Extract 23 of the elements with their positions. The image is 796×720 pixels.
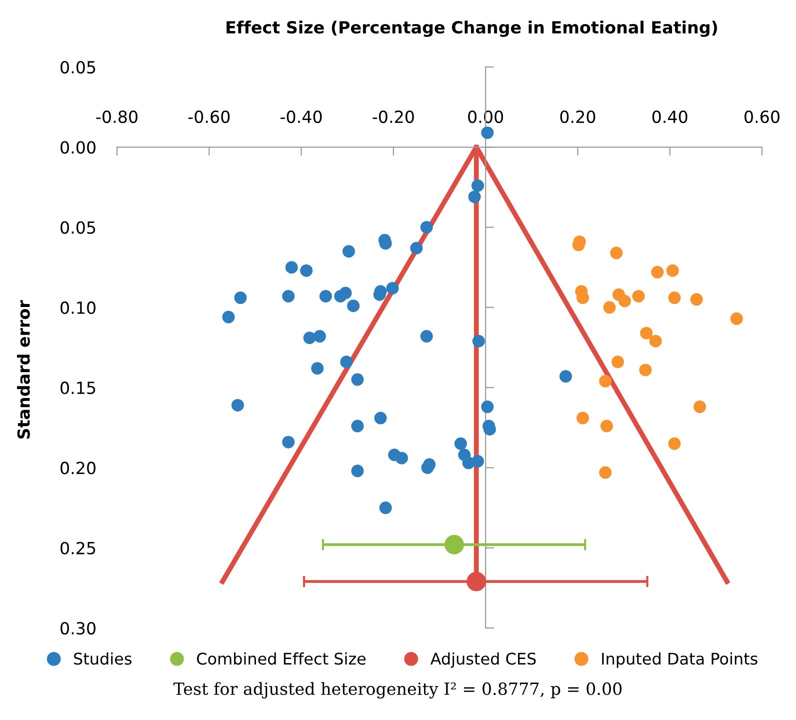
text: Test for adjusted heterogeneity I² = 0.8777, p = 0.00 [173, 682, 622, 699]
y-tick-label: 0.05 [60, 221, 96, 234]
x-tick-label: 0.00 [468, 110, 504, 124]
y-tick-label: 0.05 [60, 60, 96, 74]
x-tick-label: 0.60 [744, 110, 780, 124]
x-tick-label: -0.80 [96, 110, 138, 124]
legend-label: Adjusted CES [430, 652, 536, 668]
y-tick-label: 0.20 [60, 462, 96, 474]
y-tick-label: 0.00 [60, 141, 96, 154]
legend-label: Combined Effect Size [197, 652, 366, 665]
y-tick-label: 0.30 [60, 622, 96, 635]
x-tick-label: -0.20 [372, 110, 414, 124]
x-tick-label: 0.40 [652, 110, 688, 124]
x-tick-label: -0.40 [280, 110, 322, 124]
y-tick-label: 0.10 [60, 301, 96, 314]
y-axis-title: Standard error [17, 300, 30, 439]
x-tick-label: 0.20 [560, 110, 596, 124]
legend-label: Studies [74, 652, 132, 665]
y-tick-label: 0.15 [60, 382, 96, 394]
y-tick-label: 0.25 [60, 542, 96, 554]
legend-label: Inputed Data Points [602, 652, 758, 668]
x-tick-label: -0.60 [188, 110, 230, 124]
x-axis-title: Effect Size (Percentage Change in Emotional Eating) [226, 20, 717, 37]
